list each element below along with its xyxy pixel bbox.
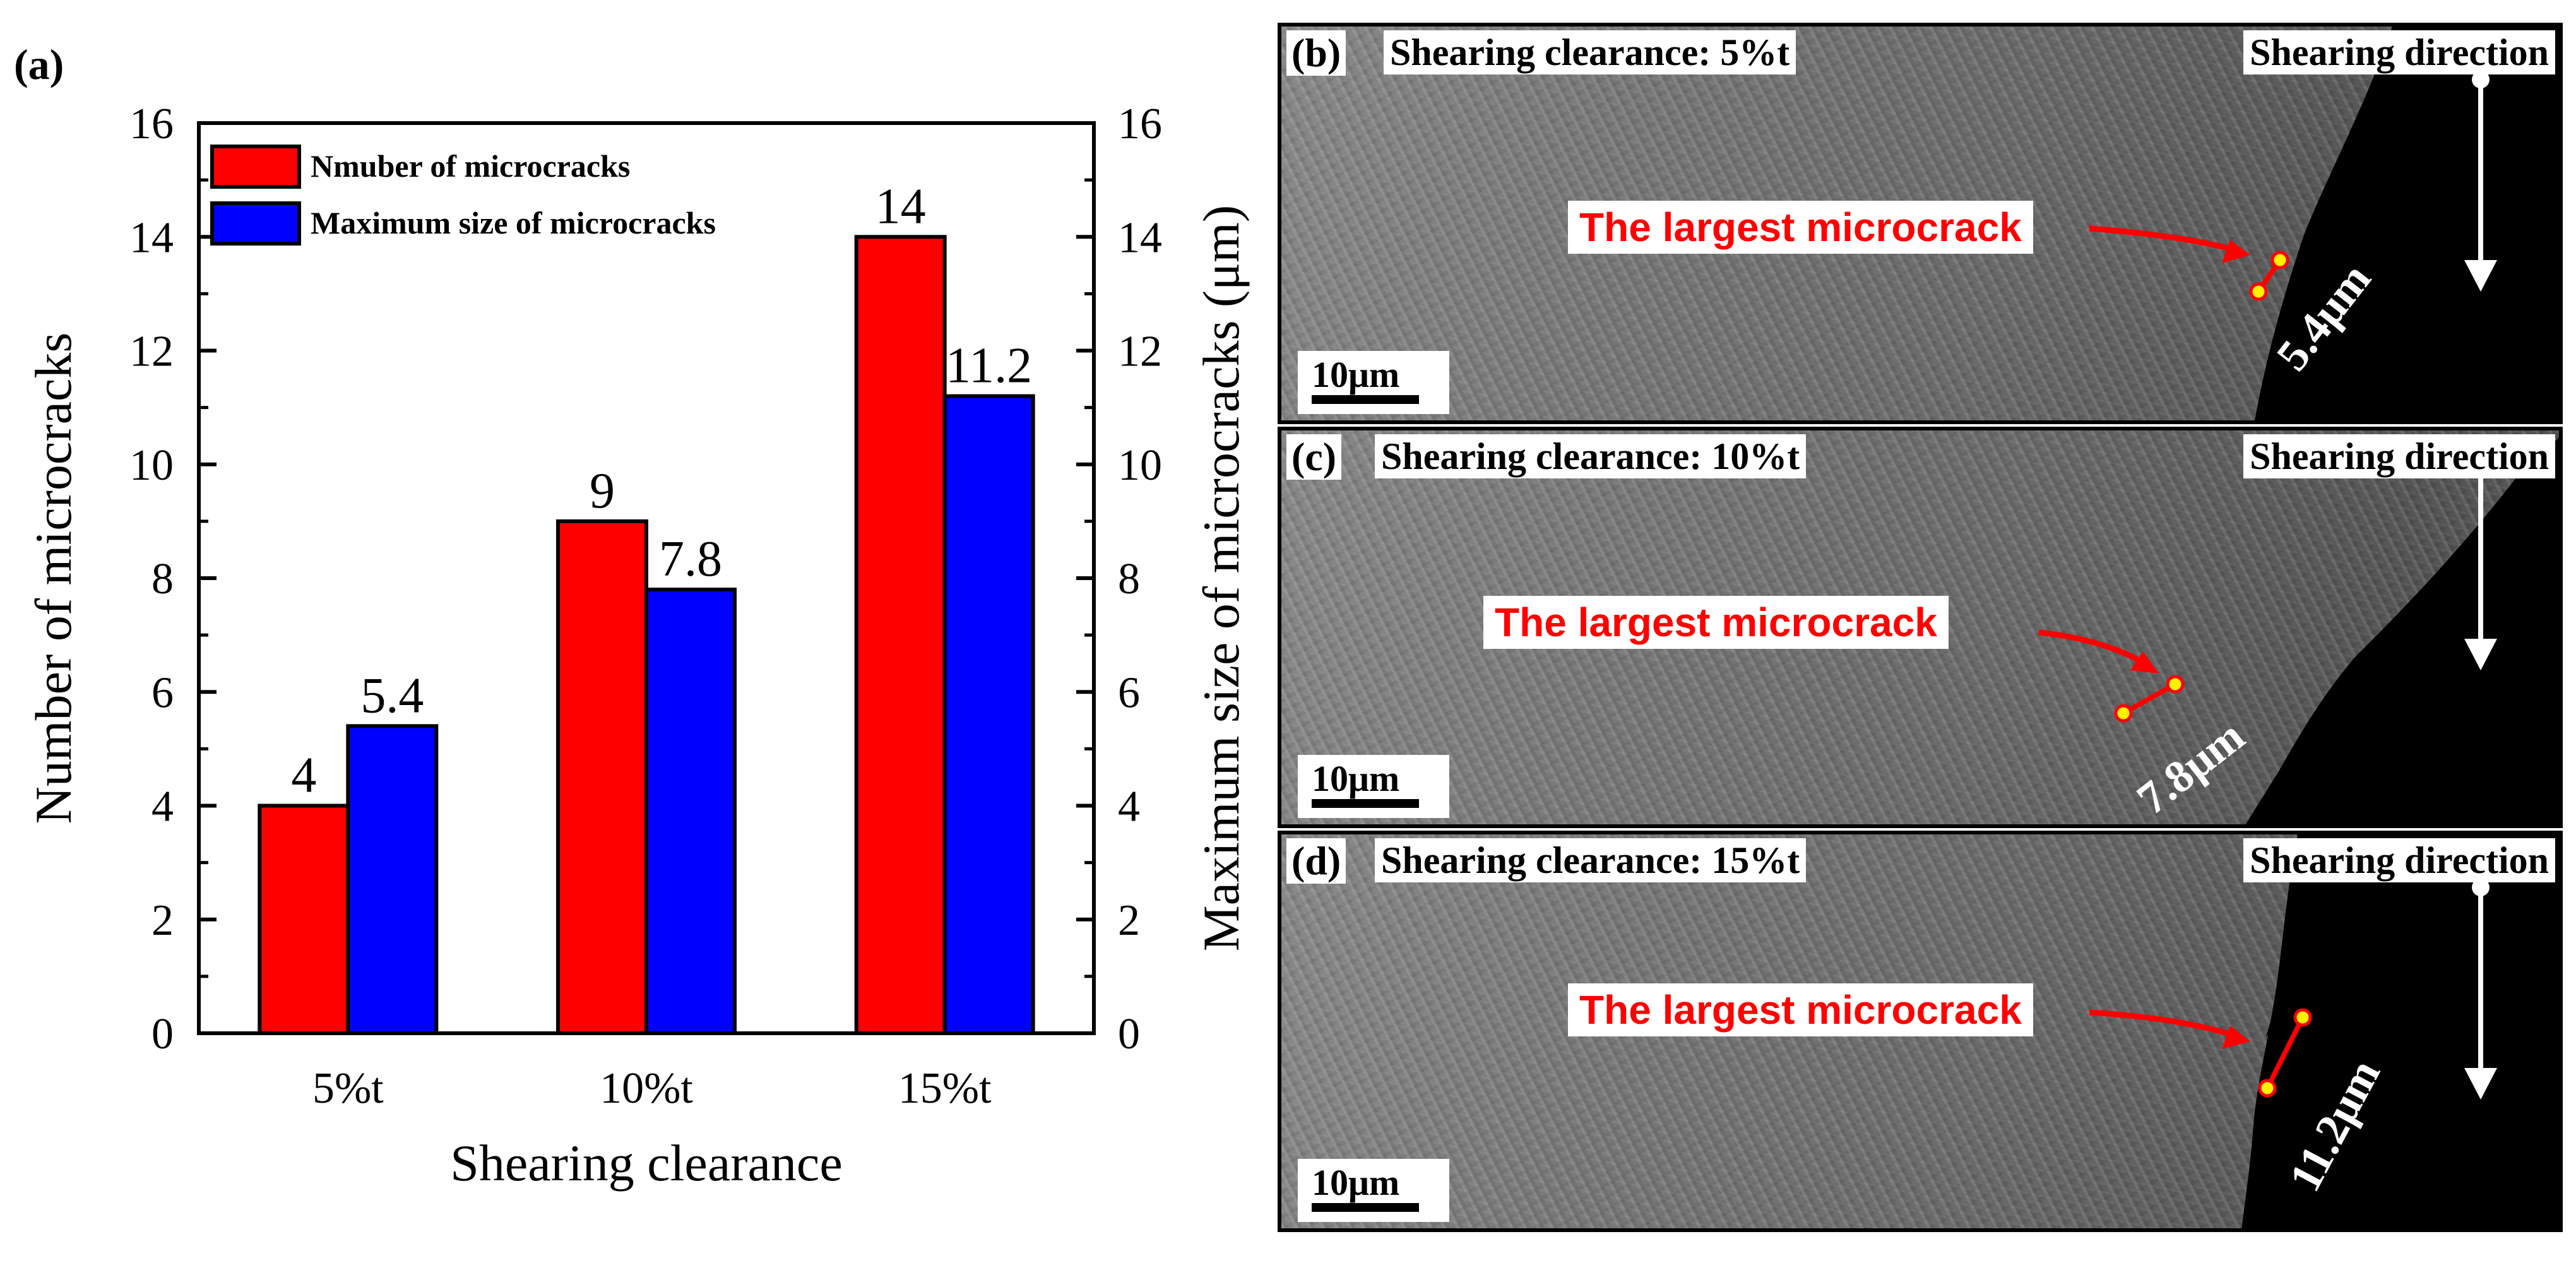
bar bbox=[644, 588, 737, 1035]
sem-panel-d: (d) Shearing clearance: 15%t Shearing di… bbox=[1278, 831, 2563, 1232]
shearing-clearance-label: Shearing clearance: 15%t bbox=[1375, 838, 1807, 882]
scale-bar-label: 10μm bbox=[1312, 1162, 1400, 1203]
legend-swatch bbox=[210, 201, 301, 246]
y-axis-label: Number of microcracks bbox=[25, 333, 82, 824]
shearing-direction-label: Shearing direction bbox=[2243, 30, 2555, 74]
y2-tick-label: 8 bbox=[1118, 555, 1140, 603]
bar-value-label: 4 bbox=[291, 748, 316, 803]
scale-bar-label: 10μm bbox=[1312, 354, 1400, 395]
x-axis-label: Shearing clearance bbox=[450, 1134, 842, 1192]
bar-value-label: 5.4 bbox=[360, 668, 424, 723]
x-tick-label: 5%t bbox=[312, 1064, 384, 1113]
bar-value-label: 7.8 bbox=[659, 531, 722, 587]
legend-label: Nmuber of microcracks bbox=[311, 148, 630, 184]
legend-swatch bbox=[210, 145, 301, 189]
shearing-direction-label: Shearing direction bbox=[2243, 434, 2555, 478]
y2-tick-label: 2 bbox=[1118, 896, 1140, 945]
y2-tick-label: 16 bbox=[1118, 100, 1162, 148]
bar bbox=[854, 235, 947, 1035]
shearing-clearance-label: Shearing clearance: 5%t bbox=[1384, 30, 1796, 74]
largest-microcrack-label: The largest microcrack bbox=[1568, 201, 2033, 254]
bar-value-label: 11.2 bbox=[946, 338, 1032, 394]
panel-c-label: (c) bbox=[1286, 434, 1342, 480]
shearing-direction-label: Shearing direction bbox=[2243, 838, 2555, 882]
shearing-clearance-label: Shearing clearance: 10%t bbox=[1375, 434, 1807, 478]
y2-tick-label: 14 bbox=[1118, 213, 1162, 262]
y-tick-label: 8 bbox=[151, 555, 174, 603]
legend-label: Maximum size of microcracks bbox=[311, 205, 716, 240]
bar bbox=[556, 519, 648, 1035]
y-tick-label: 16 bbox=[129, 100, 174, 148]
scale-bar: 10μm bbox=[1298, 351, 1449, 414]
sem-image-d bbox=[2089, 834, 2559, 1228]
x-tick-label: 10%t bbox=[600, 1064, 693, 1113]
y-tick-label: 4 bbox=[151, 783, 174, 831]
x-tick-label: 15%t bbox=[898, 1064, 992, 1113]
y-tick-label: 2 bbox=[151, 896, 174, 945]
y-tick-label: 0 bbox=[151, 1010, 174, 1058]
bar-chart: (a) 0 0 2 2 4 4 6 6 8 8 10 10 12 12 14 14 16 16 5%t 4 5.4 10%… bbox=[14, 40, 1250, 1192]
panel-b-label: (b) bbox=[1286, 30, 1346, 76]
panel-d-label: (d) bbox=[1286, 838, 1346, 884]
sem-panel-b: (b) Shearing clearance: 5%t Shearing dir… bbox=[1278, 23, 2563, 424]
sem-image-b bbox=[2089, 27, 2559, 420]
largest-microcrack-label: The largest microcrack bbox=[1568, 983, 2033, 1036]
bar bbox=[258, 803, 350, 1035]
y2-tick-label: 10 bbox=[1118, 441, 1162, 490]
bar bbox=[346, 724, 439, 1035]
y2-tick-label: 12 bbox=[1118, 328, 1162, 376]
y2-tick-label: 6 bbox=[1118, 668, 1140, 717]
y2-tick-label: 0 bbox=[1118, 1010, 1140, 1058]
y-tick-label: 12 bbox=[129, 328, 174, 376]
largest-microcrack-label: The largest microcrack bbox=[1483, 596, 1949, 649]
y2-axis-label: Maximum size of microcracks (μm) bbox=[1192, 205, 1250, 951]
sem-panel-c: (c) Shearing clearance: 10%t Shearing di… bbox=[1278, 427, 2563, 828]
sem-image-c bbox=[2038, 437, 2559, 824]
y2-tick-label: 4 bbox=[1118, 783, 1140, 831]
bar bbox=[942, 394, 1035, 1035]
y-tick-label: 6 bbox=[151, 668, 174, 717]
scale-bar: 10μm bbox=[1298, 1159, 1449, 1222]
scale-bar-label: 10μm bbox=[1312, 758, 1400, 799]
y-tick-label: 14 bbox=[129, 213, 174, 262]
panel-a-label: (a) bbox=[14, 40, 64, 88]
scale-bar: 10μm bbox=[1298, 755, 1449, 818]
bar-value-label: 14 bbox=[875, 179, 926, 234]
y-tick-label: 10 bbox=[129, 441, 174, 490]
bar-value-label: 9 bbox=[590, 463, 615, 519]
